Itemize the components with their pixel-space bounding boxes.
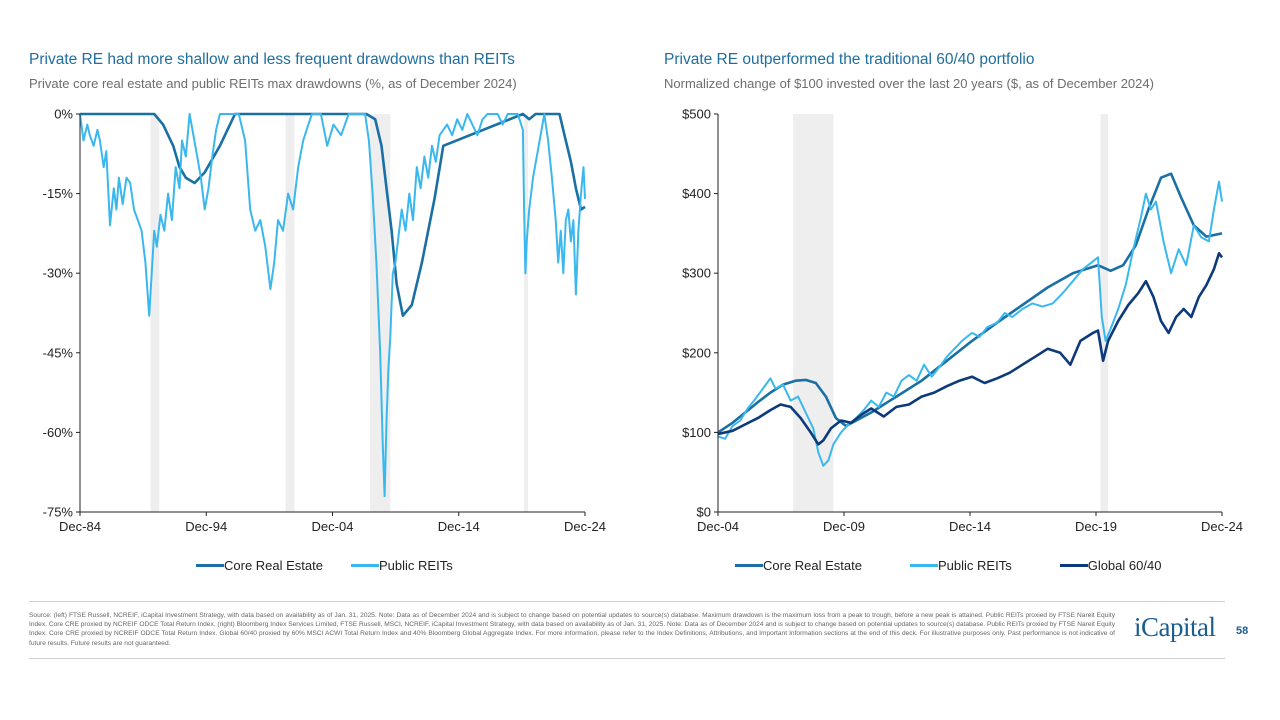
right-chart-subtitle: Normalized change of $100 invested over … xyxy=(664,76,1154,91)
legend-swatch-public-reits xyxy=(910,564,938,567)
recession-shade xyxy=(524,114,528,512)
series-line-public-reits xyxy=(79,113,586,498)
x-tick-label: Dec-24 xyxy=(1201,519,1243,534)
recession-shade xyxy=(793,114,834,512)
legend-item-core-re: Core Real Estate xyxy=(196,558,323,573)
series-line-public-reits xyxy=(717,180,1223,467)
series-line-core-re xyxy=(80,112,586,317)
legend-label-core-re: Core Real Estate xyxy=(224,558,323,573)
legend-swatch-public-reits xyxy=(351,564,379,567)
x-tick-label: Dec-14 xyxy=(949,519,991,534)
x-tick-label: Dec-09 xyxy=(823,519,865,534)
left-chart-subtitle: Private core real estate and public REIT… xyxy=(29,76,517,91)
legend-label-core-re: Core Real Estate xyxy=(763,558,862,573)
page-number: 58 xyxy=(1236,625,1249,637)
x-tick-label: Dec-04 xyxy=(312,519,354,534)
legend-label-global-6040: Global 60/40 xyxy=(1087,558,1162,573)
x-tick-label: Dec-14 xyxy=(438,519,480,534)
x-tick-label: Dec-24 xyxy=(564,519,606,534)
icapital-logo: iCapital xyxy=(1134,612,1216,642)
x-tick-label: Dec-04 xyxy=(697,519,739,534)
y-tick-label: $0 xyxy=(697,505,711,520)
footer-top-rule xyxy=(29,601,1225,602)
legend-item-global-6040: Global 60/40 xyxy=(1059,558,1162,573)
x-tick-label: Dec-94 xyxy=(185,519,227,534)
recession-shade xyxy=(285,114,295,512)
source-footnote: Source: (left) FTSE Russell, NCREIF, iCa… xyxy=(29,612,1115,647)
recession-shade xyxy=(1100,114,1109,512)
x-tick-label: Dec-84 xyxy=(59,519,101,534)
y-tick-label: $300 xyxy=(682,266,711,281)
recession-shade xyxy=(150,114,160,512)
legend-item-public-reits: Public REITs xyxy=(910,558,1012,573)
series-line-core-re xyxy=(717,172,1223,434)
right-legend: Core Real Estate Public REITs Global 60/… xyxy=(735,558,1161,573)
legend-swatch-core-re xyxy=(735,564,763,567)
y-tick-label: $200 xyxy=(682,345,711,360)
x-tick-label: Dec-19 xyxy=(1075,519,1117,534)
y-tick-label: $500 xyxy=(682,107,711,122)
y-tick-label: $400 xyxy=(682,186,711,201)
right-chart-title: Private RE outperformed the traditional … xyxy=(664,51,1035,68)
left-legend: Core Real Estate Public REITs xyxy=(196,558,453,573)
legend-label-public-reits: Public REITs xyxy=(938,558,1012,573)
legend-label-public-reits: Public REITs xyxy=(379,558,453,573)
footer-bottom-rule xyxy=(29,658,1225,659)
recession-shade xyxy=(370,114,391,512)
y-tick-label: -15% xyxy=(43,186,74,201)
legend-swatch-global-6040 xyxy=(1059,564,1088,567)
left-chart-title: Private RE had more shallow and less fre… xyxy=(29,51,515,68)
y-tick-label: -60% xyxy=(43,425,74,440)
y-tick-label: -75% xyxy=(43,505,74,520)
series-line-global-6040 xyxy=(717,252,1224,446)
legend-item-core-re: Core Real Estate xyxy=(735,558,862,573)
y-tick-label: -30% xyxy=(43,266,74,281)
y-tick-label: 0% xyxy=(54,107,73,122)
y-tick-label: $100 xyxy=(682,425,711,440)
legend-item-public-reits: Public REITs xyxy=(351,558,453,573)
legend-swatch-core-re xyxy=(196,564,224,567)
growth-chart: $0 $100 $200 $300 $400 $500 Dec-04 Dec-09 Dec-14… xyxy=(682,107,1243,535)
y-tick-label: -45% xyxy=(43,345,74,360)
drawdown-chart: 0% -15% -30% -45% -60% -75%Dec-84 Dec-94 Dec-04… xyxy=(43,107,606,535)
